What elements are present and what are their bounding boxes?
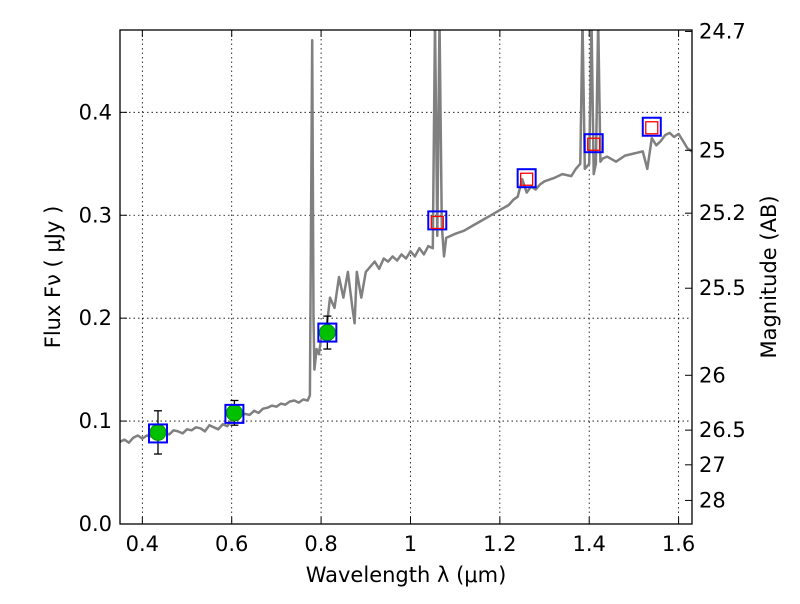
x-tick-label: 1.2 [483,532,516,556]
right-tick-label: 24.7 [699,19,746,43]
right-tick-label: 26 [699,363,726,387]
x-tick-label: 1 [404,532,417,556]
plot-area [120,30,692,455]
axis-ticks: 0.4 0.6 0.8 1 1.2 1.4 1.6 0.0 0.1 0.2 0.3 0.4 24.7 25… [79,19,746,556]
x-tick-label: 0.4 [126,532,159,556]
right-tick-label: 25.2 [699,201,746,225]
x-tick-label: 0.6 [215,532,248,556]
x-axis-title: Wavelength λ (μm) [306,563,507,587]
observed-point [318,324,336,342]
x-tick-label: 1.6 [662,532,695,556]
grid-lines [120,30,692,525]
predicted-photometry-square [587,137,601,151]
plot-frame [119,29,693,525]
model-photometry-square [317,322,338,343]
y-tick-label: 0.3 [79,203,112,227]
y-tick-label: 0.1 [79,409,112,433]
y-tick-label: 0.2 [79,306,112,330]
x-tick-label: 1.4 [573,532,606,556]
predicted-photometry-square [520,172,534,186]
right-tick-label: 26.5 [699,418,746,442]
y-tick-label: 0.4 [79,100,112,124]
observed-point [225,404,243,422]
right-tick-label: 27 [699,453,726,477]
x-tick-label: 0.8 [304,532,337,556]
model-photometry-square [427,210,448,231]
model-photometry-square [147,423,168,444]
predicted-photometry-square [430,215,444,230]
y-tick-label: 0.0 [79,512,112,536]
observed-point [149,423,167,441]
y-axis-title: Flux Fν ( μJy ) [41,206,65,349]
right-tick-label: 25 [699,138,726,162]
right-tick-label: 28 [699,488,726,512]
model-photometry-square [583,133,604,154]
model-photometry-square [516,168,537,189]
model-photometry-square [224,403,245,424]
right-axis-title: Magnitude (AB) [757,195,781,358]
right-tick-label: 25.5 [699,276,746,300]
spectrum-line [120,30,692,444]
predicted-photometry-square [645,121,659,135]
model-photometry-square [641,116,662,137]
